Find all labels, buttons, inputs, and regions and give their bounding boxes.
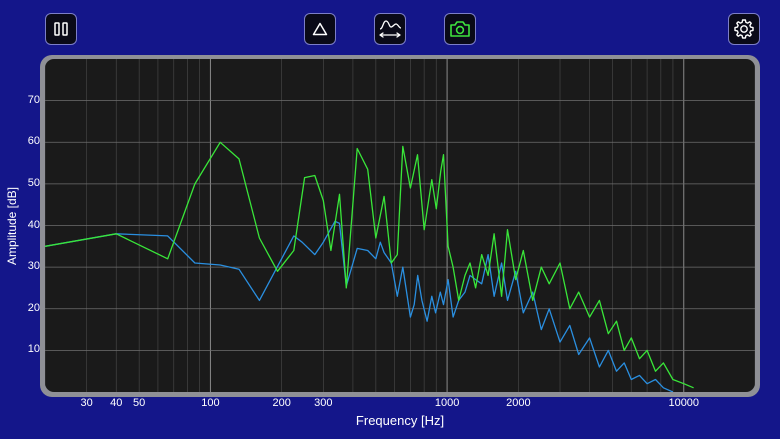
y-tick-label: 50: [27, 176, 40, 189]
y-axis-label: Amplitude [dB]: [5, 186, 19, 266]
x-tick-label: 30: [80, 397, 93, 409]
spectrum-chart-svg: [45, 59, 755, 392]
waveform-range-icon: [377, 18, 403, 40]
settings-button[interactable]: [728, 13, 760, 45]
snapshot-button[interactable]: [444, 13, 476, 45]
y-tick-label: 40: [27, 218, 40, 231]
x-tick-label: 2000: [506, 397, 531, 409]
x-tick-label: 100: [201, 397, 220, 409]
series-layer: [45, 141, 694, 392]
series-line-2: [45, 141, 694, 389]
triangle-icon: [312, 22, 328, 36]
x-tick-label: 300: [314, 397, 333, 409]
x-axis-label: Frequency [Hz]: [355, 413, 445, 428]
spectrum-plot[interactable]: [45, 59, 755, 392]
x-tick-label: 50: [133, 397, 146, 409]
grid-layer: [45, 59, 755, 392]
y-tick-label: 20: [27, 301, 40, 314]
pause-button[interactable]: [45, 13, 77, 45]
gear-icon: [733, 18, 755, 40]
y-tick-label: 10: [27, 343, 40, 356]
x-tick-label: 10000: [668, 397, 700, 409]
peak-button[interactable]: [304, 13, 336, 45]
x-tick-label: 200: [272, 397, 291, 409]
y-tick-label: 30: [27, 260, 40, 273]
camera-icon: [449, 20, 471, 38]
x-tick-label: 40: [110, 397, 123, 409]
pause-icon: [53, 22, 69, 36]
frequency-range-button[interactable]: [374, 13, 406, 45]
x-tick-label: 1000: [434, 397, 460, 409]
y-tick-label: 70: [27, 93, 40, 106]
y-tick-label: 60: [27, 135, 40, 148]
series-line-1: [45, 220, 674, 392]
